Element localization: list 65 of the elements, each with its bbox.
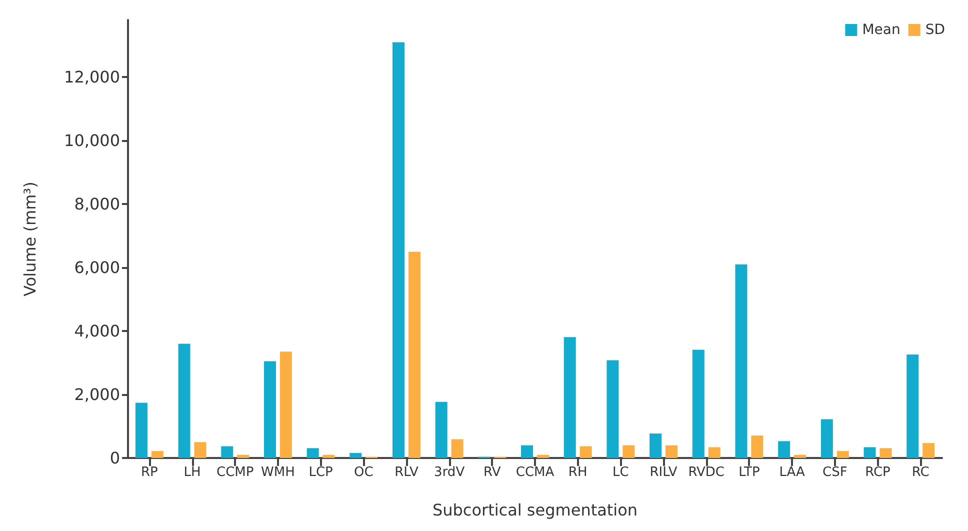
y-tick-label: 6,000: [74, 258, 120, 278]
bar: [906, 354, 919, 458]
x-tick-label: WMH: [261, 465, 295, 480]
bar: [564, 337, 576, 458]
x-tick-label: RH: [568, 465, 588, 480]
x-tick-label: RCP: [865, 465, 891, 480]
x-tick-label: RLV: [394, 465, 418, 480]
bar: [135, 402, 148, 458]
bar: [221, 446, 234, 458]
y-tick-label: 12,000: [64, 68, 120, 87]
bar: [350, 452, 362, 458]
bar: [151, 451, 164, 458]
legend-label: SD: [925, 22, 946, 38]
y-tick-label: 2,000: [74, 385, 120, 404]
bar: [392, 42, 404, 458]
bar: [836, 451, 849, 458]
legend-label: Mean: [862, 22, 900, 38]
x-tick-label: RC: [912, 465, 930, 480]
y-tick-label: 4,000: [74, 322, 120, 341]
bar: [178, 344, 190, 458]
bar: [606, 360, 619, 458]
bar: [820, 419, 833, 458]
x-tick-label: LAA: [779, 465, 805, 480]
bar: [778, 441, 790, 458]
bar: [451, 439, 464, 458]
bar: [864, 447, 876, 458]
bar: [521, 445, 534, 458]
bar: [794, 454, 806, 458]
x-tick-label: CCMP: [216, 465, 254, 480]
x-axis-title: Subcortical segmentation: [432, 500, 638, 520]
bar: [306, 448, 319, 458]
x-tick-label: LH: [184, 465, 201, 480]
bar: [322, 454, 335, 458]
x-tick-label: 3rdV: [434, 465, 465, 480]
bar: [735, 264, 748, 458]
bar: [622, 445, 635, 458]
bar: [922, 443, 935, 458]
y-tick-label: 0: [110, 448, 120, 468]
x-tick-label: RVDC: [688, 465, 725, 480]
x-tick-label: CCMA: [516, 465, 554, 480]
bar: [751, 435, 764, 458]
x-tick-label: LTP: [738, 465, 760, 480]
x-tick-label: LC: [612, 465, 629, 480]
bar: [666, 445, 678, 458]
bar: [280, 352, 292, 458]
bar: [580, 446, 592, 458]
x-tick-label: OC: [354, 465, 374, 480]
y-axis-title: Volume (mm³): [20, 182, 40, 296]
x-tick-label: RP: [140, 465, 158, 480]
bar: [435, 402, 448, 458]
y-tick-label: 10,000: [64, 131, 120, 150]
bar: [536, 454, 549, 458]
y-tick-label: 8,000: [74, 194, 120, 214]
bar: [650, 434, 662, 458]
bar: [692, 350, 704, 458]
bar: [264, 361, 276, 458]
bar: [237, 454, 250, 458]
bar: [194, 442, 206, 458]
x-tick-label: RV: [484, 465, 501, 480]
x-tick-label: CSF: [822, 465, 848, 480]
x-tick-label: RILV: [650, 465, 678, 480]
bar: [880, 448, 892, 458]
bar: [708, 447, 720, 458]
bar: [408, 252, 420, 458]
x-tick-label: LCP: [308, 465, 334, 480]
